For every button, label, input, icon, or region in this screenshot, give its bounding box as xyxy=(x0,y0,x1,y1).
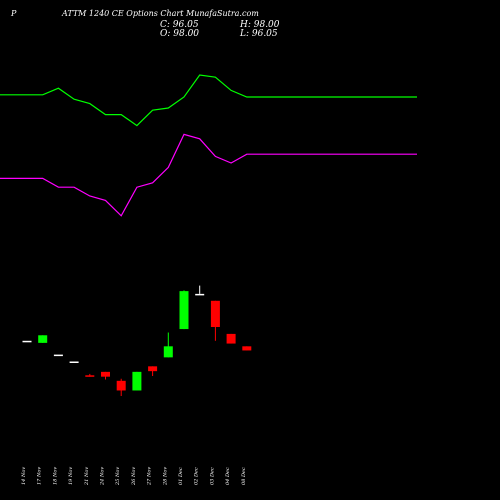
x-tick-label: 17 Nov xyxy=(37,467,43,485)
candle-01-dec xyxy=(179,290,189,330)
x-tick-label: 21 Nov xyxy=(84,467,90,486)
candle-body xyxy=(195,293,205,296)
x-tick-label: 25 Nov xyxy=(115,467,121,486)
x-tick-label: 24 Nov xyxy=(100,467,106,486)
x-tick-label: 19 Nov xyxy=(68,467,74,485)
candle-28-nov xyxy=(163,332,173,358)
candle-25-nov xyxy=(116,378,126,396)
candle-body xyxy=(179,291,189,330)
x-tick-label: 18 Nov xyxy=(52,467,58,485)
x-tick-label: 26 Nov xyxy=(131,467,137,486)
candle-27-nov xyxy=(148,366,158,376)
x-tick-label: 04 Dec xyxy=(225,467,231,485)
candle-body xyxy=(148,366,158,372)
candle-04-dec xyxy=(226,333,236,344)
chart-title: ATTM 1240 CE Options Chart MunafaSutra.c… xyxy=(62,9,259,18)
header-mark: P xyxy=(11,9,17,18)
open-value: O: 98.00 xyxy=(160,29,200,39)
candle-body xyxy=(226,333,236,344)
candle-body xyxy=(85,375,95,377)
candle-19-nov xyxy=(69,361,79,363)
x-axis-ticks: 14 Nov 17 Nov 18 Nov 19 Nov 21 Nov 24 Nov 25 N… xyxy=(21,467,247,486)
candle-02-dec xyxy=(195,285,205,296)
x-tick-label: 02 Dec xyxy=(194,467,200,485)
candle-body xyxy=(116,380,126,391)
candle-body xyxy=(22,340,32,343)
close-value: C: 96.05 xyxy=(160,20,199,30)
indicator-line-1 xyxy=(0,74,417,127)
candle-17-nov xyxy=(38,335,48,343)
candle-21-nov xyxy=(85,373,95,377)
candle-body xyxy=(38,335,48,343)
candle-body xyxy=(163,346,173,358)
x-tick-label: 08 Dec xyxy=(241,467,247,485)
candle-body xyxy=(210,300,220,327)
candle-body xyxy=(53,354,63,357)
high-value: H: 98.00 xyxy=(240,20,280,30)
indicator-line-2 xyxy=(0,133,417,217)
x-tick-label: 14 Nov xyxy=(21,467,27,485)
low-value: L: 96.05 xyxy=(240,29,278,39)
x-tick-label: 28 Nov xyxy=(162,467,168,486)
candle-body xyxy=(242,346,252,351)
candle-14-nov xyxy=(22,340,32,343)
candle-body xyxy=(69,361,79,363)
candle-body xyxy=(101,371,110,377)
x-tick-label: 01 Dec xyxy=(178,467,184,485)
candles xyxy=(22,285,252,396)
candle-body xyxy=(132,371,142,391)
x-tick-label: 03 Dec xyxy=(209,467,215,485)
indicator-lines xyxy=(0,74,417,217)
candle-26-nov xyxy=(132,371,142,391)
x-tick-label: 27 Nov xyxy=(147,467,153,486)
candle-08-dec xyxy=(242,346,252,351)
candle-03-dec xyxy=(210,300,220,341)
candle-18-nov xyxy=(53,354,63,357)
candle-24-nov xyxy=(101,371,110,380)
